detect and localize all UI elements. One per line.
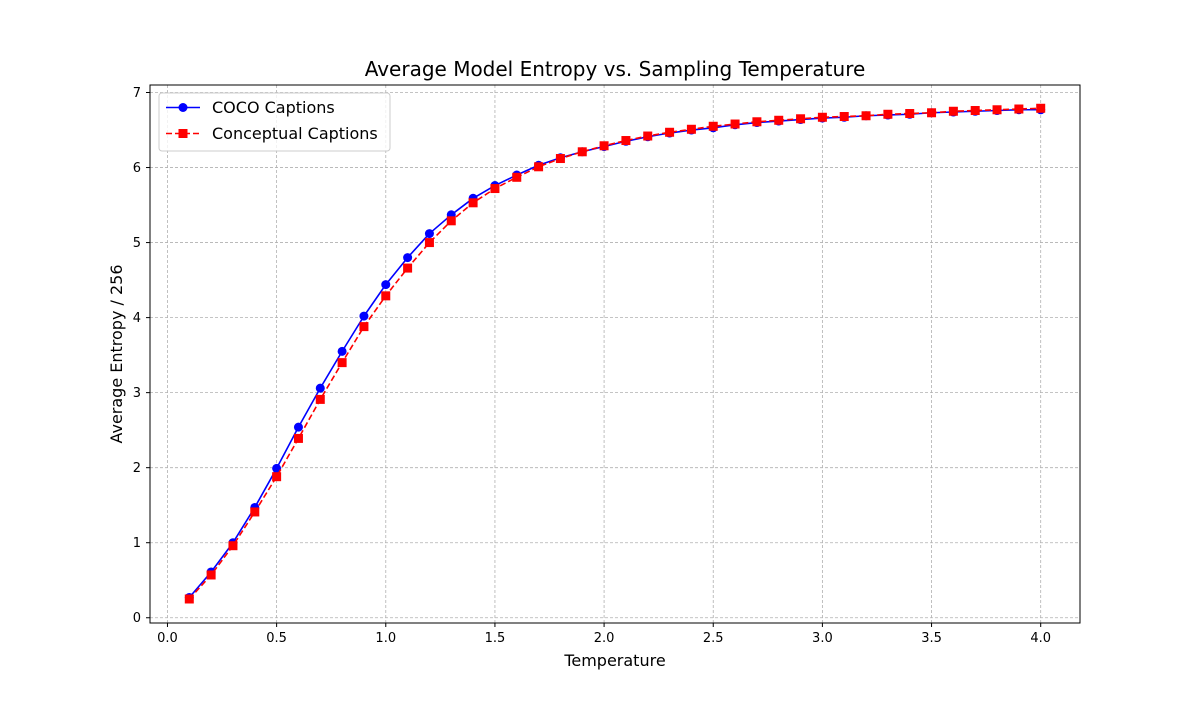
- data-point-coco-captions: [424, 229, 434, 239]
- data-point-conceptual-captions: [228, 541, 238, 551]
- data-point-conceptual-captions: [948, 106, 958, 116]
- x-tick-label: 0.0: [157, 631, 178, 646]
- data-point-coco-captions: [381, 280, 391, 290]
- data-point-conceptual-captions: [446, 216, 456, 226]
- y-tick-label: 5: [133, 236, 141, 251]
- data-point-conceptual-captions: [665, 127, 675, 137]
- data-point-coco-captions: [403, 253, 413, 263]
- data-point-conceptual-captions: [1014, 104, 1024, 114]
- x-tick-label: 1.5: [485, 631, 506, 646]
- data-point-conceptual-captions: [861, 111, 871, 121]
- chart-title: Average Model Entropy vs. Sampling Tempe…: [365, 57, 866, 81]
- data-point-conceptual-captions: [555, 154, 565, 164]
- data-point-coco-captions: [359, 311, 369, 321]
- y-tick-label: 2: [133, 461, 141, 476]
- data-point-conceptual-captions: [250, 507, 260, 517]
- series-coco-captions: [184, 105, 1046, 602]
- data-point-coco-captions: [293, 422, 303, 432]
- y-tick-label: 6: [133, 161, 141, 176]
- series-conceptual-captions: [184, 103, 1046, 604]
- legend-label-coco-captions: COCO Captions: [212, 98, 335, 117]
- data-point-conceptual-captions: [512, 172, 522, 182]
- data-point-conceptual-captions: [1036, 103, 1046, 113]
- y-tick-label: 3: [133, 386, 141, 401]
- x-tick-label: 4.0: [1030, 631, 1051, 646]
- legend-marker-conceptual-captions: [178, 129, 188, 138]
- x-tick-label: 3.0: [812, 631, 833, 646]
- data-point-conceptual-captions: [643, 131, 653, 141]
- y-axis-ticks: 0 1 2 3 4 5 6 7: [133, 86, 150, 626]
- data-point-conceptual-captions: [184, 594, 194, 604]
- data-point-conceptual-captions: [490, 184, 500, 194]
- legend-marker-coco-captions: [178, 103, 188, 112]
- data-point-conceptual-captions: [839, 112, 849, 122]
- data-point-conceptual-captions: [315, 394, 325, 404]
- plot-frame: [149, 84, 1081, 624]
- data-point-conceptual-captions: [468, 198, 478, 208]
- data-point-conceptual-captions: [905, 109, 915, 119]
- data-point-conceptual-captions: [403, 263, 413, 273]
- data-point-coco-captions: [337, 346, 347, 356]
- data-point-conceptual-captions: [992, 105, 1002, 115]
- data-point-conceptual-captions: [206, 570, 216, 580]
- series-line-coco-captions: [188, 108, 1041, 599]
- y-tick-label: 1: [133, 536, 141, 551]
- y-tick-label: 7: [133, 86, 141, 101]
- data-point-conceptual-captions: [293, 433, 303, 443]
- data-point-conceptual-captions: [752, 117, 762, 127]
- data-point-conceptual-captions: [424, 238, 434, 248]
- data-point-coco-captions: [272, 463, 282, 473]
- grid: [150, 85, 1080, 623]
- series-group: [184, 103, 1046, 604]
- data-point-conceptual-captions: [621, 136, 631, 146]
- data-point-conceptual-captions: [774, 115, 784, 125]
- data-point-conceptual-captions: [272, 472, 282, 482]
- legend-item-coco-captions: COCO Captions: [166, 98, 335, 117]
- x-axis-label: Temperature: [563, 651, 665, 670]
- x-tick-label: 0.5: [266, 631, 287, 646]
- data-point-conceptual-captions: [337, 358, 347, 368]
- legend: COCO Captions Conceptual Captions: [158, 92, 391, 152]
- data-point-conceptual-captions: [686, 124, 696, 134]
- x-tick-label: 2.0: [594, 631, 615, 646]
- data-point-conceptual-captions: [927, 108, 937, 118]
- data-point-conceptual-captions: [970, 106, 980, 116]
- data-point-conceptual-captions: [599, 141, 609, 151]
- legend-box: [158, 92, 391, 152]
- x-tick-label: 1.0: [375, 631, 396, 646]
- data-point-conceptual-captions: [577, 147, 587, 157]
- data-point-coco-captions: [315, 383, 325, 393]
- y-axis-label: Average Entropy / 256: [107, 264, 126, 443]
- legend-label-conceptual-captions: Conceptual Captions: [212, 124, 378, 143]
- series-line-conceptual-captions: [188, 107, 1041, 600]
- data-point-conceptual-captions: [796, 114, 806, 124]
- data-point-conceptual-captions: [730, 119, 740, 129]
- y-tick-label: 0: [133, 611, 141, 626]
- x-tick-label: 3.5: [921, 631, 942, 646]
- x-tick-label: 2.5: [703, 631, 724, 646]
- data-point-conceptual-captions: [883, 109, 893, 119]
- x-axis-ticks: 0.0 0.5 1.0 1.5 2.0 2.5 3.0 3.5 4.0: [157, 623, 1051, 646]
- data-point-conceptual-captions: [534, 162, 544, 172]
- data-point-conceptual-captions: [381, 291, 391, 301]
- data-point-conceptual-captions: [817, 112, 827, 122]
- y-tick-label: 4: [133, 311, 141, 326]
- data-point-conceptual-captions: [708, 121, 718, 131]
- data-point-conceptual-captions: [359, 322, 369, 332]
- legend-item-conceptual-captions: Conceptual Captions: [166, 124, 378, 143]
